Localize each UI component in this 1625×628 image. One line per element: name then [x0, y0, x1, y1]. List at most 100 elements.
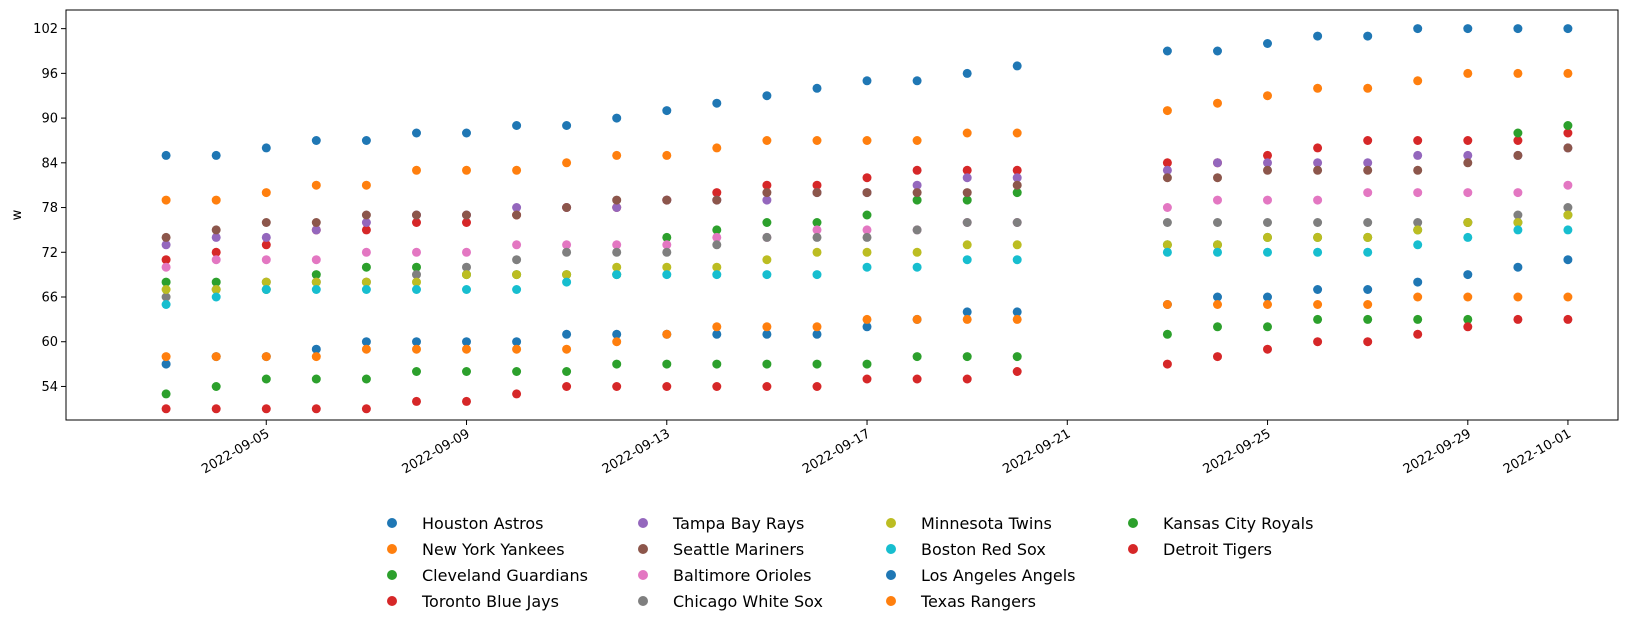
data-point: [1213, 300, 1222, 309]
legend-marker: [886, 518, 896, 528]
data-point: [1413, 188, 1423, 198]
data-point: [1563, 128, 1573, 138]
data-point: [1313, 31, 1323, 41]
data-point: [862, 247, 872, 257]
data-point: [211, 382, 221, 391]
data-point: [712, 382, 722, 391]
legend-item: Chicago White Sox: [638, 592, 823, 611]
data-point: [1263, 218, 1272, 227]
data-point: [211, 232, 221, 242]
y-tick-label: 60: [41, 335, 58, 350]
data-point: [712, 359, 722, 369]
data-point: [1162, 165, 1172, 175]
data-point: [412, 396, 421, 406]
data-point: [1413, 150, 1423, 160]
data-point: [311, 180, 321, 190]
data-point: [612, 195, 622, 205]
data-point: [912, 195, 922, 205]
legend-item: Seattle Mariners: [638, 540, 804, 559]
data-point: [361, 136, 371, 145]
data-point: [412, 277, 421, 287]
data-point: [762, 218, 772, 227]
data-point: [512, 367, 522, 376]
data-point: [1213, 292, 1222, 302]
data-point: [1363, 300, 1373, 309]
data-point: [1363, 83, 1373, 93]
data-point: [862, 322, 872, 332]
data-point: [361, 262, 371, 272]
data-point: [912, 188, 922, 198]
data-point: [311, 404, 321, 414]
data-point: [812, 136, 822, 145]
data-point: [762, 255, 772, 265]
data-point: [662, 247, 672, 257]
data-point: [1263, 247, 1272, 257]
data-point: [462, 128, 471, 138]
data-point: [1213, 98, 1222, 108]
data-point: [812, 322, 822, 332]
data-point: [462, 218, 471, 227]
legend: Houston Astros New York Yankees Cleveland …: [387, 514, 1313, 611]
data-point: [1463, 314, 1473, 324]
legend-marker: [886, 544, 896, 554]
data-point: [962, 307, 972, 317]
x-tick-label: 2022-09-29: [1401, 426, 1474, 477]
data-point: [1463, 24, 1473, 34]
data-point: [161, 292, 171, 302]
data-point: [1313, 314, 1323, 324]
data-point: [1313, 143, 1323, 153]
y-axis-label: w: [10, 209, 25, 220]
data-point: [962, 188, 972, 198]
data-point: [161, 352, 171, 362]
data-point: [912, 180, 922, 190]
legend-marker: [638, 596, 648, 606]
data-point: [412, 128, 421, 138]
data-point: [962, 352, 972, 362]
data-point: [812, 232, 822, 242]
data-point: [1263, 292, 1272, 302]
data-point: [211, 277, 221, 287]
data-point: [462, 337, 471, 347]
data-point: [1413, 24, 1423, 34]
data-point: [562, 203, 572, 212]
data-point: [311, 270, 321, 280]
x-tick-label: 2022-09-25: [1201, 426, 1274, 477]
data-point: [562, 247, 572, 257]
y-axis: 54 60 66 72 78 84 90 96 102: [33, 22, 66, 395]
data-point: [762, 188, 772, 198]
data-point: [512, 121, 522, 130]
data-point: [812, 359, 822, 369]
data-point: [1413, 277, 1423, 287]
legend-marker: [387, 518, 397, 528]
data-point: [211, 352, 221, 362]
data-point: [762, 91, 772, 101]
data-point: [1363, 337, 1373, 347]
data-point: [562, 344, 572, 354]
data-point: [1213, 247, 1222, 257]
data-point: [512, 337, 522, 347]
data-point: [1413, 165, 1423, 175]
legend-marker: [1128, 544, 1138, 554]
legend-item: Los Angeles Angels: [886, 566, 1076, 585]
data-point: [1513, 314, 1523, 324]
legend-label: Minnesota Twins: [921, 514, 1052, 533]
data-point: [1513, 68, 1523, 78]
data-point: [1213, 240, 1222, 250]
data-point: [612, 359, 622, 369]
data-point: [662, 150, 672, 160]
data-point: [712, 143, 722, 153]
data-point: [762, 195, 772, 205]
legend-marker: [387, 596, 397, 606]
legend-marker: [1128, 518, 1138, 528]
data-point: [1413, 240, 1423, 250]
data-point: [712, 232, 722, 242]
data-point: [1563, 255, 1573, 265]
data-point: [462, 247, 471, 257]
data-point: [812, 382, 822, 391]
data-point: [261, 240, 271, 250]
data-point: [1363, 285, 1373, 294]
data-point: [1563, 292, 1573, 302]
data-point: [912, 225, 922, 235]
data-point: [1313, 300, 1323, 309]
data-point: [1463, 270, 1473, 280]
